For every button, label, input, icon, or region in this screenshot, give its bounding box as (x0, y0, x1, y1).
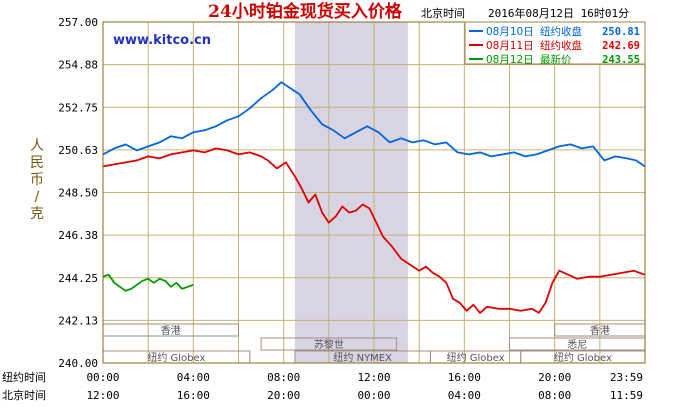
y-tick-label: 246.38 (58, 229, 98, 242)
legend-series-name: 08月10日 (486, 26, 534, 38)
market-session-label: 纽约 Globex (554, 351, 612, 364)
legend-series-value: 250.81 (602, 26, 640, 38)
legend-series-value: 242.69 (602, 40, 640, 52)
y-tick-label: 248.50 (58, 187, 98, 200)
legend-series-name: 08月12日 (486, 54, 534, 66)
y-tick-label: 242.13 (58, 314, 98, 327)
series-line-3 (102, 273, 194, 292)
market-session-label: 香港 (161, 325, 181, 337)
legend-series-value: 243.55 (602, 54, 640, 66)
x-tick-label-bj: 20:00 (267, 389, 300, 402)
y-tick-labels: 240.00 242.13 244.25 246.38 248.50 250.63 252.… (58, 16, 98, 370)
legend-series-name: 08月11日 (486, 40, 534, 52)
y-tick-label: 240.00 (58, 357, 98, 370)
x-tick-label-ny: 20:00 (538, 371, 571, 384)
market-session-label: 纽约 Globex (147, 351, 205, 364)
x-tick-label-bj: 00:00 (357, 389, 390, 402)
x-tick-label-ny: 16:00 (448, 371, 481, 384)
market-session-label: 纽约 NYMEX (333, 351, 392, 364)
legend-series-label: 最新价 (540, 53, 572, 66)
x-tick-label-ny: 23:59 (610, 371, 643, 384)
series-lines (102, 81, 646, 314)
market-session-box (260, 337, 398, 351)
y-tick-label: 257.00 (58, 16, 98, 29)
series-line-2 (102, 147, 646, 314)
x-tick-label-bj: 11:59 (610, 389, 643, 402)
x-tick-label-bj: 04:00 (448, 389, 481, 402)
market-session-label: 香港 (590, 325, 610, 337)
x-tick-label-bj: 12:00 (86, 389, 119, 402)
y-axis-title: 人民币/克 (30, 138, 44, 222)
y-tick-label: 252.75 (58, 101, 98, 114)
legend: 08月10日 纽约收盘 250.81 08月11日 纽约收盘 242.69 08月12日 最新… (464, 21, 646, 66)
x-tick-label-ny: 12:00 (357, 371, 390, 384)
y-tick-label: 250.63 (58, 144, 98, 157)
market-session-label: 苏黎世 (314, 338, 344, 351)
market-session-label: 纽约 Globex (447, 351, 505, 364)
timestamp: 2016年08月12日 16时01分 (488, 6, 629, 20)
ny-time-row-label: 纽约时间 (2, 370, 46, 384)
bj-time-row-label: 北京时间 (2, 388, 46, 402)
y-tick-label: 244.25 (58, 272, 98, 285)
x-tick-label-ny: 08:00 (267, 371, 300, 384)
y-tick-label: 254.88 (58, 59, 98, 72)
x-tick-label-bj: 08:00 (538, 389, 571, 402)
series-line-1 (102, 81, 646, 168)
chart-title: 24小时铂金现货买入价格 (208, 1, 403, 22)
legend-box (464, 21, 646, 65)
timezone-label: 北京时间 (421, 6, 465, 20)
legend-series-label: 纽约收盘 (540, 25, 582, 38)
legend-series-label: 纽约收盘 (540, 39, 582, 52)
watermark-url: www.kitco.cn (113, 33, 211, 48)
x-tick-label-bj: 16:00 (177, 389, 210, 402)
market-session-label: 悉尼 (567, 339, 587, 351)
x-tick-labels: 00:00 04:00 08:00 12:00 16:00 20:00 23:59 12:00… (86, 371, 643, 402)
x-tick-label-ny: 00:00 (86, 371, 119, 384)
market-session: 苏黎世 (260, 337, 398, 351)
x-tick-label-ny: 04:00 (177, 371, 210, 384)
plot-border (102, 21, 646, 364)
